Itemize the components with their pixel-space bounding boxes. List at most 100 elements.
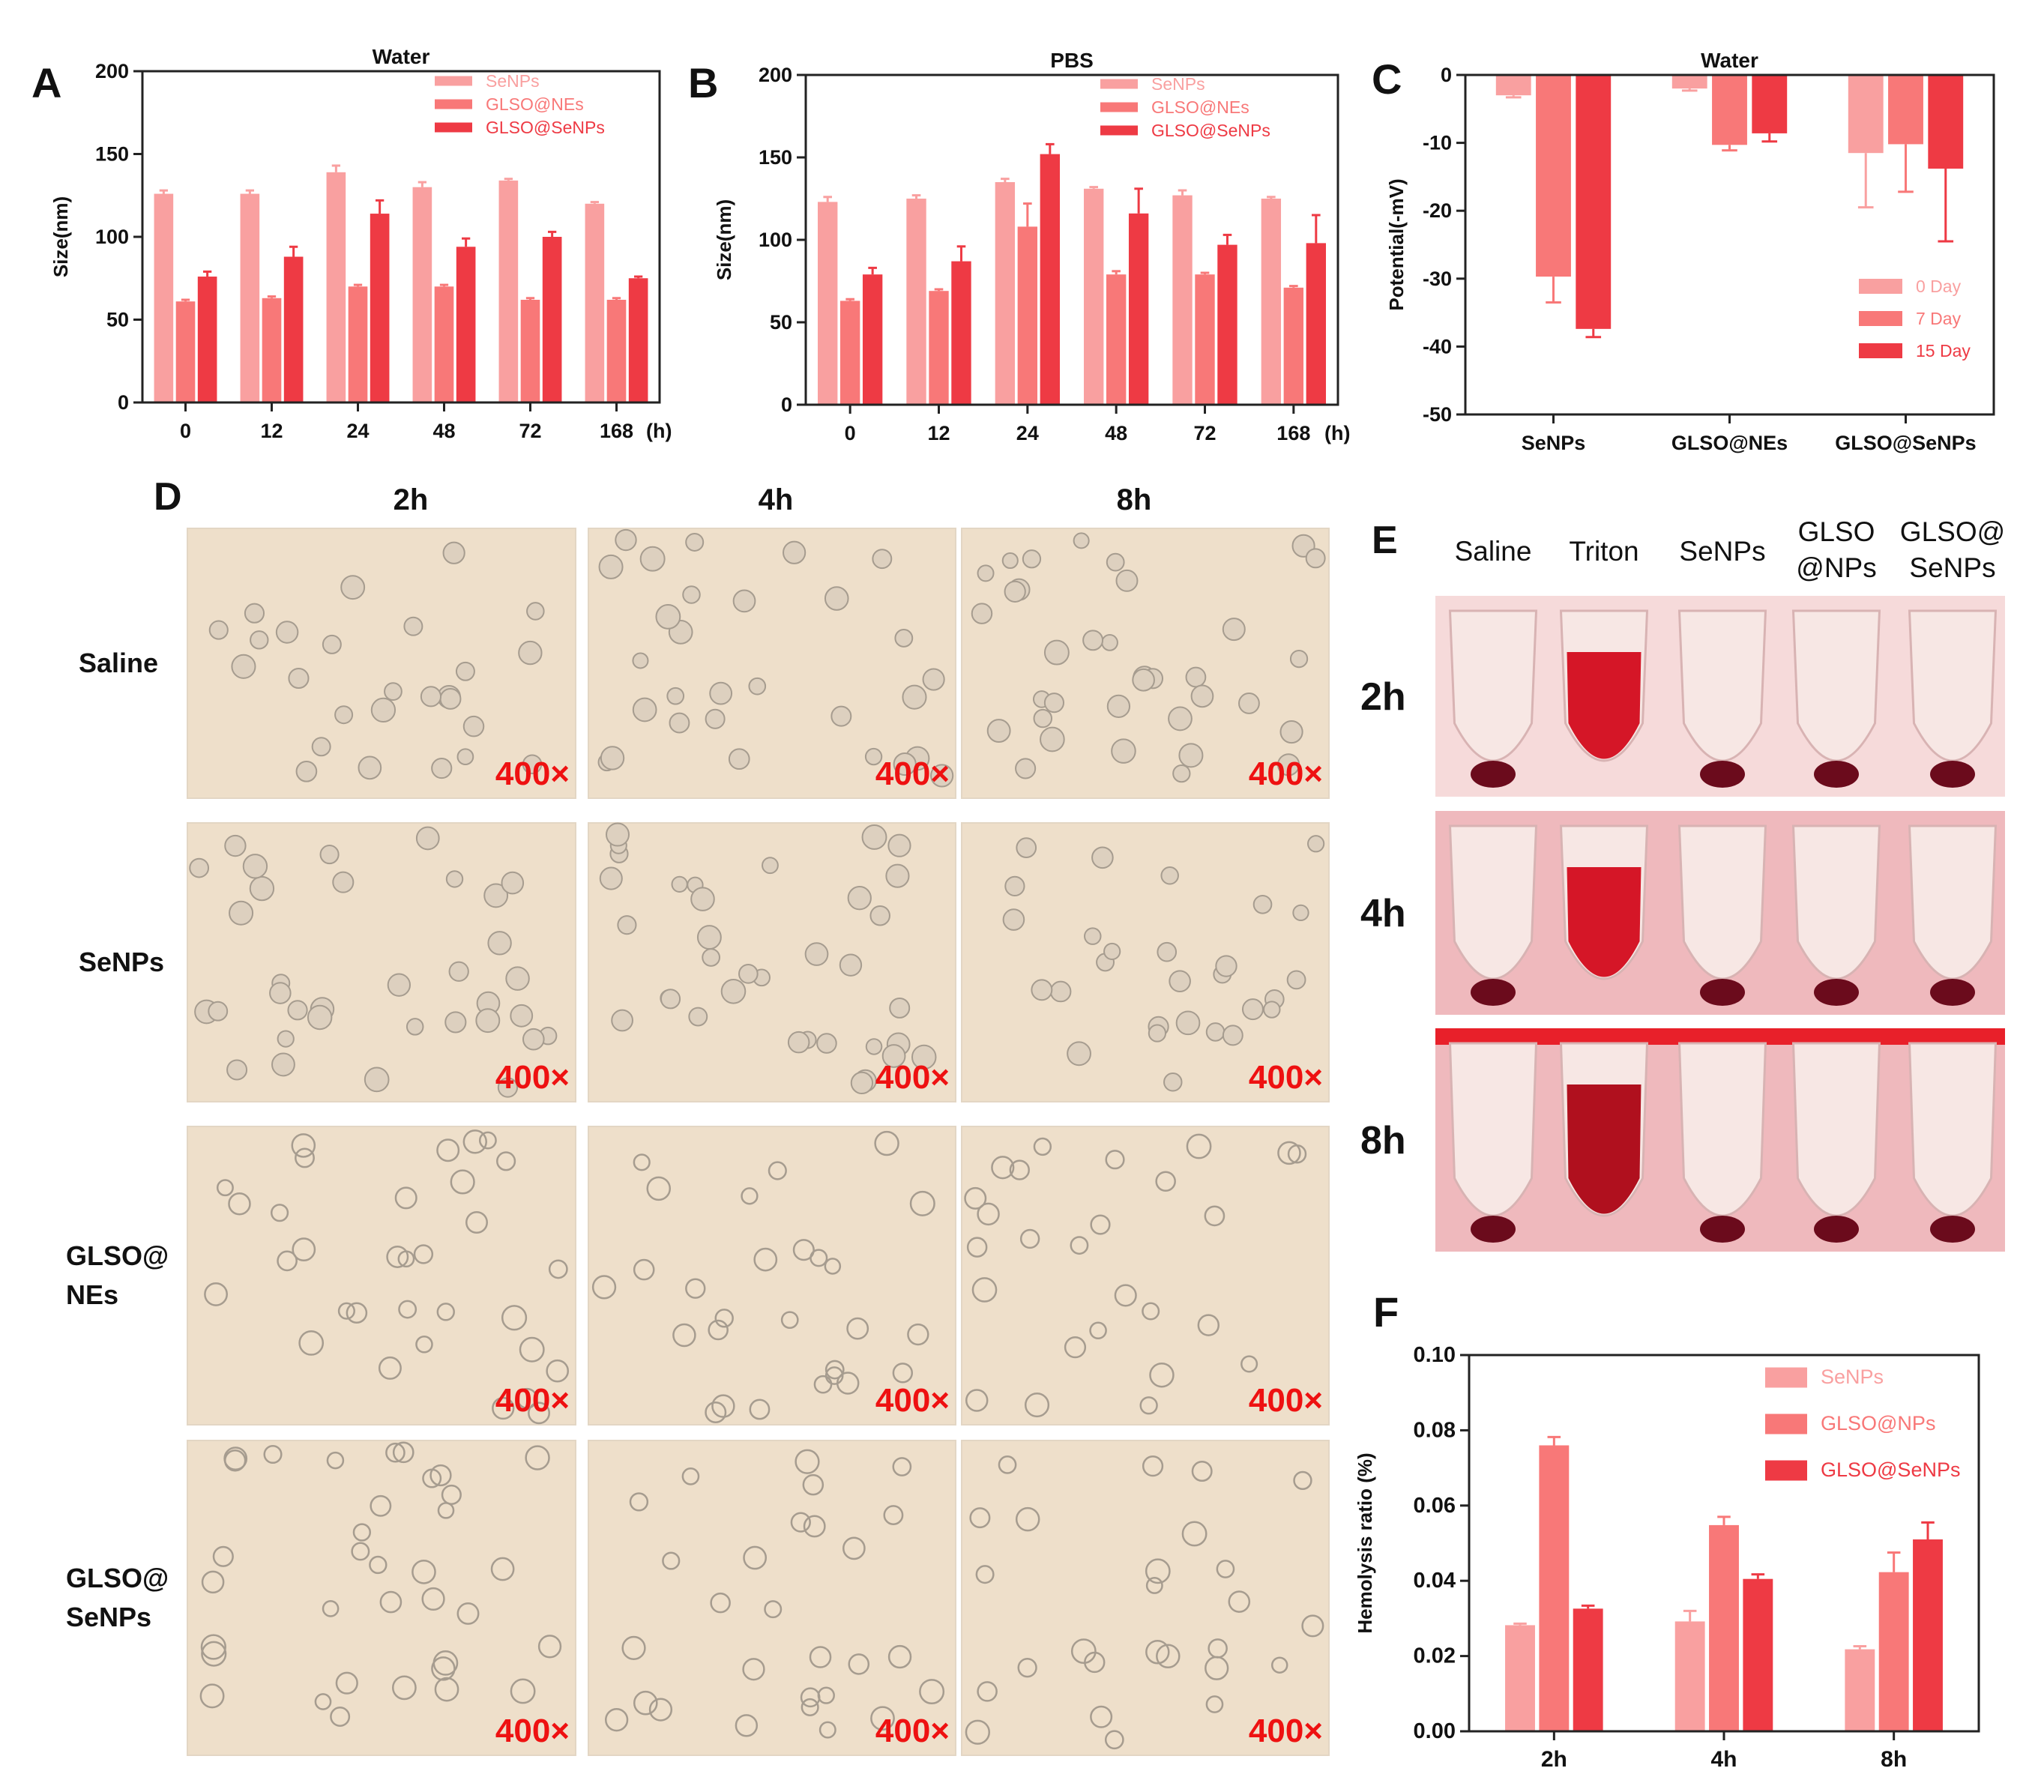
red-blood-cell — [639, 546, 666, 572]
red-blood-cell — [930, 764, 954, 788]
red-blood-cell — [817, 1686, 835, 1704]
bar-glso-senps-24 — [370, 214, 390, 402]
red-blood-cell — [455, 661, 475, 681]
x-tick-label-0: 0 — [180, 420, 191, 442]
red-blood-cell — [1307, 835, 1325, 853]
red-blood-cell — [492, 1396, 515, 1420]
bar-glso-nes-48 — [434, 286, 454, 402]
bar-glso-nes-0 — [839, 301, 860, 405]
red-blood-cell — [1205, 1656, 1229, 1680]
magnification-label: 400× — [875, 755, 950, 792]
x-tick-label-48: 48 — [432, 420, 455, 442]
red-blood-cell — [444, 1011, 467, 1034]
y-axis-title: Size(nm) — [49, 196, 72, 277]
red-blood-cell — [1015, 1506, 1040, 1532]
red-blood-cell — [710, 1592, 731, 1614]
red-blood-cell — [384, 682, 403, 702]
red-blood-cell — [244, 603, 265, 624]
red-blood-cell — [295, 760, 318, 782]
rbc-pellet — [1930, 761, 1975, 788]
red-blood-cell — [1160, 866, 1179, 885]
bar-senps-12 — [906, 199, 926, 405]
red-blood-cell — [292, 1237, 316, 1262]
red-blood-cell — [326, 1451, 345, 1470]
row-label-line: Saline — [79, 648, 158, 678]
rbc-pellet — [1471, 979, 1516, 1006]
red-blood-cell — [1186, 1133, 1212, 1159]
red-blood-cell — [1033, 708, 1053, 728]
red-blood-cell — [971, 1277, 998, 1303]
red-blood-cell — [403, 616, 423, 636]
red-blood-cell — [671, 875, 688, 893]
red-blood-cell — [887, 833, 911, 857]
legend-swatch-glso-nes — [1100, 102, 1138, 112]
red-blood-cell — [1277, 753, 1300, 776]
red-blood-cell — [922, 668, 945, 691]
red-blood-cell — [1172, 764, 1191, 783]
red-blood-cell — [669, 712, 690, 734]
y-tick-label: -40 — [1423, 335, 1452, 358]
magnification-label: 400× — [1249, 1713, 1323, 1749]
bar-senps-12 — [240, 193, 260, 402]
bar-glso-nes-12 — [262, 298, 282, 402]
red-blood-cell — [1292, 904, 1309, 922]
tube — [1791, 824, 1881, 980]
red-blood-cell — [201, 1570, 225, 1594]
red-blood-cell — [889, 997, 911, 1019]
red-blood-cell — [1016, 837, 1037, 859]
red-blood-cell — [902, 684, 927, 710]
bar-15-day-glso-nes — [1752, 75, 1788, 133]
red-blood-cell — [505, 966, 530, 991]
red-blood-cell — [741, 1187, 759, 1205]
red-blood-cell — [319, 845, 340, 865]
tube — [1908, 1042, 1998, 1217]
panel-letter-a: A — [31, 59, 61, 106]
legend-label-7-day: 7 Day — [1916, 309, 1962, 328]
x-tick-label-0: 0 — [845, 422, 856, 444]
red-blood-cell — [702, 948, 720, 967]
y-tick-label: 200 — [95, 60, 129, 82]
red-blood-cell — [621, 1635, 646, 1660]
red-blood-cell — [391, 1675, 417, 1701]
row-label-line: SeNPs — [79, 947, 164, 977]
red-blood-cell — [1106, 694, 1131, 718]
red-blood-cell — [287, 1000, 308, 1021]
red-blood-cell — [1070, 1236, 1089, 1255]
red-blood-cell — [450, 1169, 475, 1195]
red-blood-cell — [803, 1515, 826, 1538]
red-blood-cell — [1067, 1041, 1091, 1067]
red-blood-cell — [711, 1394, 735, 1418]
bar-15-day-senps — [1576, 75, 1612, 329]
red-blood-cell — [1145, 1558, 1171, 1584]
red-blood-cell — [611, 1009, 633, 1032]
red-blood-cell — [743, 1545, 768, 1570]
bar-7-day-glso-senps — [1888, 75, 1923, 145]
red-blood-cell — [448, 961, 469, 982]
red-blood-cell — [519, 1336, 545, 1363]
red-blood-cell — [437, 1502, 455, 1519]
tube-label-line: Saline — [1455, 536, 1532, 567]
red-blood-cell — [386, 1245, 409, 1268]
red-blood-cell — [1190, 684, 1214, 708]
red-blood-cell — [1279, 719, 1303, 744]
red-blood-cell — [738, 963, 759, 984]
red-blood-cell — [1289, 649, 1309, 669]
legend-swatch-glso-nps — [1765, 1414, 1807, 1434]
bar-glso-nes-168 — [606, 299, 627, 402]
red-blood-cell — [322, 1600, 340, 1617]
red-blood-cell — [629, 1492, 649, 1512]
red-blood-cell — [1004, 875, 1025, 897]
red-blood-cell — [705, 708, 726, 729]
red-blood-cell — [1043, 639, 1070, 666]
tube-label-line: GLSO — [1798, 516, 1875, 547]
red-blood-cell — [441, 1484, 462, 1506]
row-label-line: SeNPs — [66, 1602, 151, 1632]
red-blood-cell — [370, 697, 397, 723]
red-blood-cell — [818, 1721, 836, 1739]
red-blood-cell — [732, 589, 756, 613]
magnification-label: 400× — [1249, 1059, 1323, 1096]
red-blood-cell — [599, 866, 623, 890]
red-blood-cell — [1106, 552, 1125, 572]
legend-swatch-0-day — [1859, 279, 1902, 294]
